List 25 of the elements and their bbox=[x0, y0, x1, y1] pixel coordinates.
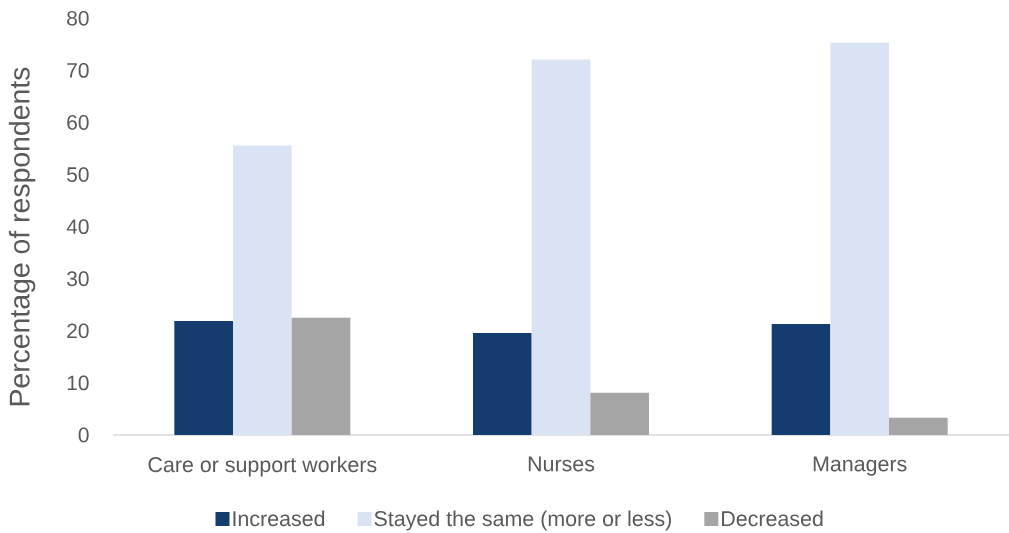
legend-label: Decreased bbox=[722, 510, 823, 527]
bar bbox=[174, 320, 233, 435]
x-tick-label: Care or support workers bbox=[148, 456, 377, 477]
y-axis-title: Percentage of respondents bbox=[8, 67, 36, 406]
y-tick-label: 30 bbox=[67, 271, 89, 287]
y-tick-label: 80 bbox=[67, 10, 89, 26]
bar bbox=[590, 392, 650, 435]
bar bbox=[291, 317, 351, 435]
x-tick-label: Managers bbox=[813, 456, 907, 476]
legend-label: Increased bbox=[233, 510, 325, 527]
x-tick-label: Nurses bbox=[528, 456, 595, 472]
bar bbox=[830, 42, 890, 435]
y-tick-label: 60 bbox=[67, 115, 89, 130]
y-tick-label: 40 bbox=[66, 219, 89, 235]
bar bbox=[531, 59, 591, 435]
bar bbox=[233, 145, 292, 435]
bar bbox=[771, 324, 831, 435]
legend-label: Stayed the same (more or less) bbox=[374, 510, 671, 531]
y-tick-label: 0 bbox=[78, 427, 89, 443]
bar bbox=[473, 332, 532, 435]
y-tick-label: 10 bbox=[67, 375, 89, 391]
y-tick-label: 50 bbox=[67, 167, 89, 182]
y-tick-label: 20 bbox=[67, 323, 89, 339]
y-tick-label: 70 bbox=[67, 62, 89, 78]
bar bbox=[889, 417, 948, 435]
